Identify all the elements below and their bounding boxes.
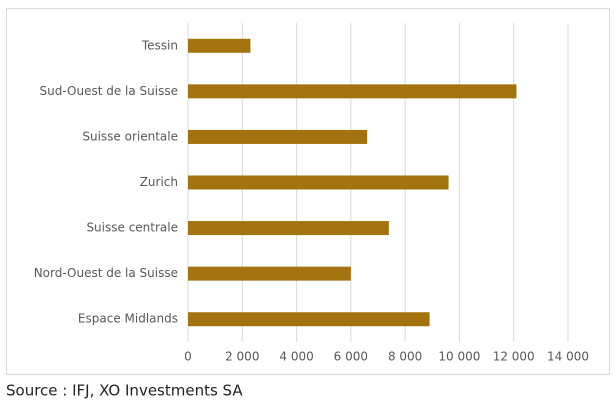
x-tick-label: 0 xyxy=(184,350,192,364)
y-tick-label: Tessin xyxy=(141,38,178,52)
bar xyxy=(188,38,251,53)
bar xyxy=(188,175,449,190)
x-tick-label: 8 000 xyxy=(388,350,422,364)
x-tick-label: 12 000 xyxy=(493,350,535,364)
bar xyxy=(188,266,351,281)
x-tick-label: 6 000 xyxy=(334,350,368,364)
y-tick-label: Espace Midlands xyxy=(78,312,178,326)
y-tick-label: Suisse centrale xyxy=(86,221,178,235)
y-tick-label: Suisse orientale xyxy=(82,129,178,143)
bar xyxy=(188,84,517,99)
chart-frame xyxy=(6,8,610,375)
plot: Tessin Sud-Ouest de la Suisse Suisse orien… xyxy=(34,38,517,327)
y-tick-label: Nord-Ouest de la Suisse xyxy=(34,266,178,280)
source: Source : IFJ, XO Investments SA xyxy=(6,382,243,400)
x-tick-label: 2 000 xyxy=(225,350,259,364)
y-tick-label: Zurich xyxy=(140,175,178,189)
x-tick-label: 14 000 xyxy=(547,350,589,364)
bar xyxy=(188,129,368,144)
x-tick-label: 4 000 xyxy=(279,350,313,364)
bar xyxy=(188,312,430,327)
x-tick-label: 10 000 xyxy=(438,350,480,364)
y-tick-label: Sud-Ouest de la Suisse xyxy=(40,84,178,98)
bar xyxy=(188,221,389,236)
